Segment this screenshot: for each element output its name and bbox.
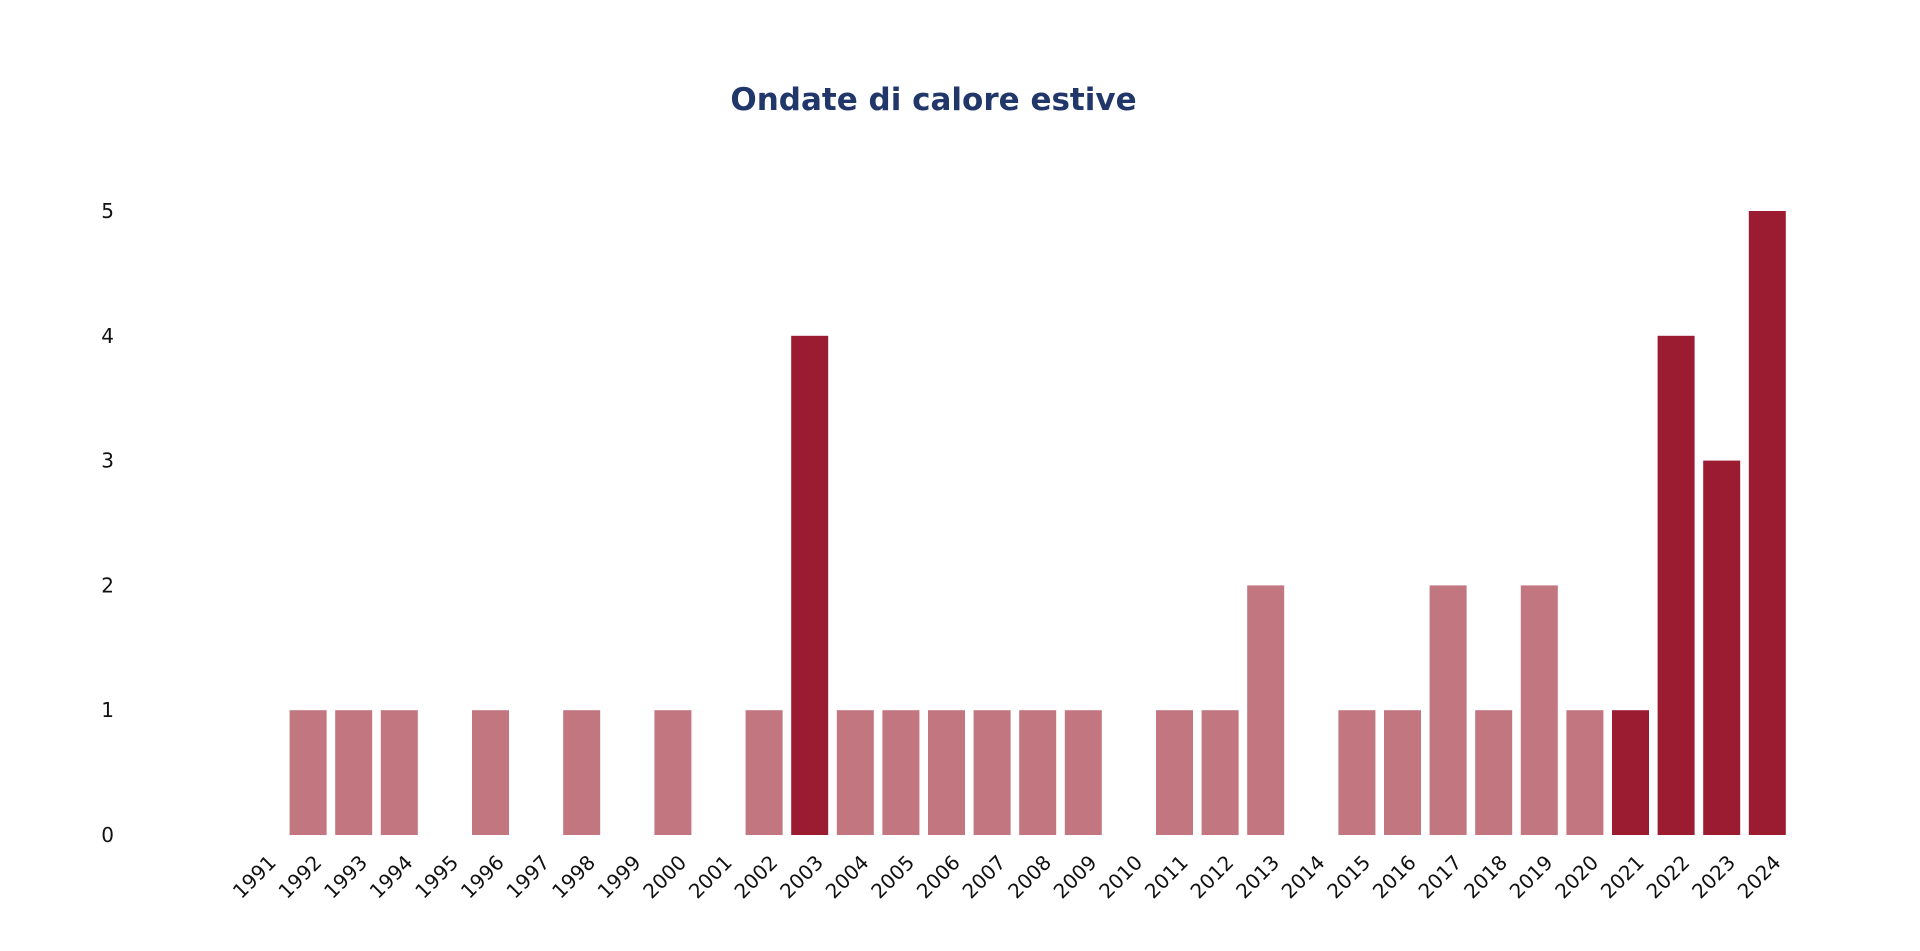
y-axis: 0 1 2 3 4 5	[101, 199, 114, 847]
bar-1992	[289, 710, 327, 835]
bar-2016	[1384, 710, 1421, 835]
bar-2019	[1520, 585, 1558, 835]
bar-2018	[1475, 710, 1513, 835]
x-tick-label: 1991	[228, 850, 281, 903]
bar-2007	[973, 710, 1011, 835]
x-tick-label: 2022	[1641, 850, 1694, 903]
y-tick-label: 0	[101, 823, 114, 847]
x-tick-label: 1997	[501, 850, 554, 903]
bar-1993	[335, 710, 373, 835]
x-axis: 1991199219931994199519961997199819992000…	[228, 850, 1786, 903]
x-tick-label: 2000	[638, 850, 691, 903]
x-tick-label: 2009	[1049, 850, 1102, 903]
x-tick-label: 2008	[1003, 850, 1056, 903]
bar-2023	[1703, 460, 1741, 835]
x-tick-label: 2004	[821, 850, 874, 903]
x-tick-label: 2001	[684, 850, 737, 903]
bar-2015	[1338, 710, 1376, 835]
bar-2013	[1247, 585, 1285, 835]
bar-2002	[745, 710, 783, 835]
x-tick-label: 2019	[1505, 850, 1558, 903]
bar-2021	[1612, 710, 1649, 835]
bar-2005	[882, 710, 920, 835]
x-tick-label: 1999	[593, 850, 646, 903]
x-tick-label: 2016	[1368, 850, 1421, 903]
x-tick-label: 1994	[365, 850, 418, 903]
x-tick-label: 2005	[866, 850, 919, 903]
x-tick-label: 2015	[1322, 850, 1375, 903]
bar-1994	[380, 710, 418, 835]
bar-2024	[1748, 211, 1786, 835]
x-tick-label: 2012	[1185, 850, 1238, 903]
bar-2006	[928, 710, 965, 835]
x-tick-label: 2011	[1140, 850, 1193, 903]
x-tick-label: 2020	[1550, 850, 1603, 903]
x-tick-label: 2021	[1596, 850, 1649, 903]
bar-2011	[1156, 710, 1193, 835]
x-tick-label: 2024	[1733, 850, 1786, 903]
bars	[289, 211, 1786, 835]
bar-2008	[1019, 710, 1057, 835]
y-tick-label: 4	[101, 324, 114, 348]
x-tick-label: 1993	[319, 850, 372, 903]
x-tick-label: 2023	[1687, 850, 1740, 903]
x-tick-label: 2010	[1094, 850, 1147, 903]
bar-2017	[1429, 585, 1467, 835]
x-tick-label: 1998	[547, 850, 600, 903]
bar-2009	[1064, 710, 1102, 835]
x-tick-label: 2006	[912, 850, 965, 903]
x-tick-label: 2013	[1231, 850, 1284, 903]
bar-2000	[654, 710, 692, 835]
bar-1996	[472, 710, 509, 835]
y-tick-label: 3	[101, 449, 114, 473]
x-tick-label: 2018	[1459, 850, 1512, 903]
bar-2004	[836, 710, 874, 835]
x-tick-label: 2007	[957, 850, 1010, 903]
y-tick-label: 5	[101, 199, 114, 223]
x-tick-label: 2002	[729, 850, 782, 903]
x-tick-label: 1995	[410, 850, 463, 903]
bar-1998	[563, 710, 601, 835]
x-tick-label: 1996	[456, 850, 509, 903]
y-tick-label: 1	[101, 698, 114, 722]
bar-2020	[1566, 710, 1604, 835]
y-tick-label: 2	[101, 573, 114, 597]
x-tick-label: 2017	[1413, 850, 1466, 903]
bar-2022	[1657, 335, 1695, 835]
x-tick-label: 2014	[1277, 850, 1330, 903]
x-tick-label: 1992	[273, 850, 326, 903]
bar-2012	[1201, 710, 1239, 835]
chart-title: Ondate di calore estive	[730, 82, 1137, 118]
x-tick-label: 2003	[775, 850, 828, 903]
bar-2003	[791, 335, 829, 835]
